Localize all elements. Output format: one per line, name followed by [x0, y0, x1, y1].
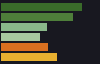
Bar	[1, 3, 82, 11]
Bar	[1, 23, 47, 31]
Bar	[1, 13, 73, 21]
Bar	[1, 33, 40, 41]
Bar	[1, 53, 57, 61]
Bar	[1, 43, 48, 51]
